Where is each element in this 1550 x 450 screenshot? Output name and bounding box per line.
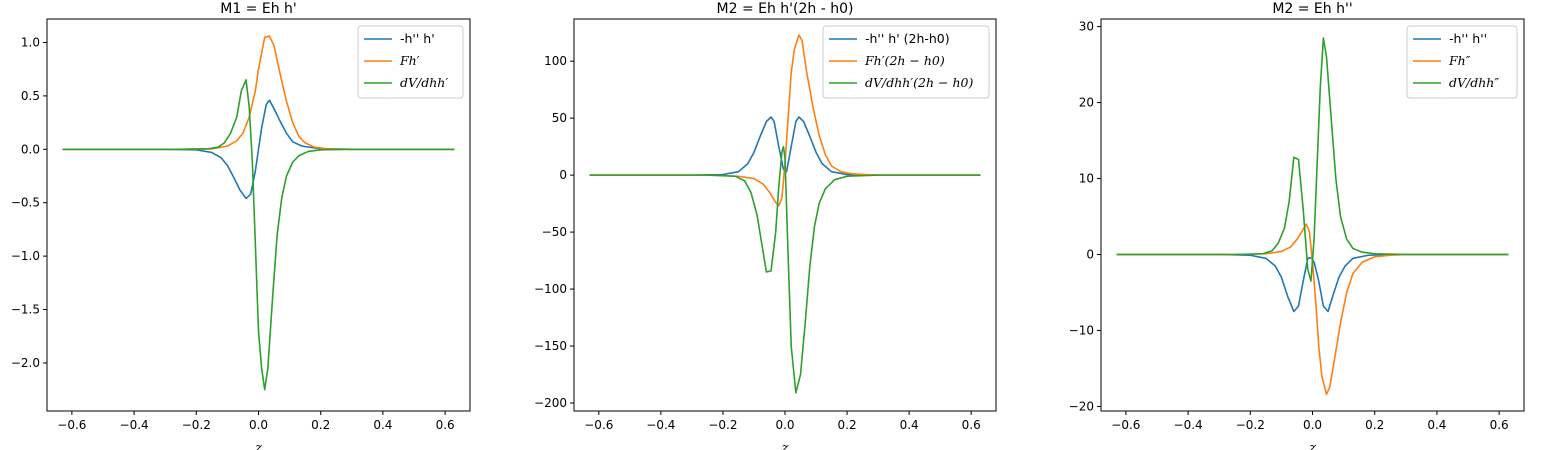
x-tick-label: −0.6: [1111, 418, 1140, 432]
x-tick-label: −0.6: [584, 418, 613, 432]
x-tick-label: 0.6: [436, 418, 455, 432]
series-group: [589, 34, 981, 394]
legend-label: dV/dhh′: [400, 75, 448, 90]
y-tick-label: −100: [534, 282, 567, 296]
x-tick-label: 0.0: [1303, 418, 1322, 432]
series-line-1: [1116, 253, 1509, 313]
series-line-2: [1116, 223, 1509, 396]
subplot-3: M2 = Eh h'' −0.6 −0.4 −0.2 0.0 0.2 0.4 0.6 −20 −1…: [1069, 1, 1525, 450]
y-tick-label: 30: [1079, 20, 1094, 34]
x-tick-label: −0.2: [708, 418, 737, 432]
series-line-2: [589, 34, 981, 207]
y-tick-label: −50: [542, 225, 567, 239]
legend-label: -h'' h' (2h-h0): [865, 31, 950, 46]
legend-box: [357, 25, 464, 99]
x-tick-label: 0.2: [311, 418, 330, 432]
chart-title: M2 = Eh h'': [1272, 1, 1352, 17]
x-tick-label: 0.4: [1427, 418, 1446, 432]
series-line-3: [1116, 37, 1509, 282]
legend-label: -h'' h'': [1449, 31, 1487, 46]
series-group: [1116, 37, 1509, 396]
x-axis-label: z: [254, 441, 262, 450]
x-axis-label: z: [781, 441, 789, 450]
y-tick-label: −200: [534, 396, 567, 410]
y-tick-label: 20: [1079, 96, 1094, 110]
x-axis-label: z: [1308, 441, 1316, 450]
legend: -h'' h' Fh′ dV/dhh′: [357, 25, 464, 99]
series-group: [62, 35, 455, 391]
legend-label: Fh′(2h − h0): [864, 53, 945, 68]
y-tick-label: −20: [1069, 399, 1094, 413]
y-tick-label: −150: [534, 339, 567, 353]
legend-label: dV/dhh″: [1449, 75, 1499, 90]
legend-box: [1406, 25, 1518, 99]
series-line-2: [62, 35, 455, 151]
y-tick-label: 0: [559, 168, 567, 182]
x-tick-label: 0.4: [900, 418, 919, 432]
y-tick-label: 0.0: [21, 142, 40, 156]
x-tick-label: −0.4: [646, 418, 675, 432]
x-tick-label: −0.6: [57, 418, 86, 432]
y-tick-label: 100: [544, 54, 567, 68]
subplot-1: M1 = Eh h' −0.6 −0.4 −0.2 0.0 0.2 0.4 0.6 −2.0 −1…: [11, 1, 471, 450]
series-line-1: [62, 99, 455, 200]
legend-label: -h'' h': [400, 31, 435, 46]
x-tick-label: 0.4: [373, 418, 392, 432]
x-tick-label: 0.2: [1365, 418, 1384, 432]
chart-title: M1 = Eh h': [220, 1, 297, 17]
y-tick-label: −0.5: [11, 196, 40, 210]
x-tick-label: −0.4: [1174, 418, 1203, 432]
y-tick-label: −1.5: [11, 303, 40, 317]
y-tick-label: 0.5: [21, 89, 40, 103]
legend: -h'' h' (2h-h0) Fh′(2h − h0) dV/dhh′(2h − …: [822, 25, 990, 99]
y-tick-label: 0: [1086, 248, 1094, 262]
legend: -h'' h'' Fh″ dV/dhh″: [1406, 25, 1518, 99]
x-tick-label: 0.0: [775, 418, 794, 432]
x-tick-label: 0.6: [1490, 418, 1509, 432]
y-tick-label: 1.0: [21, 35, 40, 49]
y-tick-label: −1.0: [11, 249, 40, 263]
y-tick-label: −10: [1069, 323, 1094, 337]
x-tick-label: −0.4: [120, 418, 149, 432]
series-line-3: [589, 145, 981, 394]
chart-title: M2 = Eh h'(2h - h0): [717, 1, 854, 17]
x-tick-label: −0.2: [1236, 418, 1265, 432]
legend-box: [822, 25, 990, 99]
legend-label: dV/dhh′(2h − h0): [865, 75, 973, 90]
y-tick-label: 10: [1079, 172, 1094, 186]
x-tick-label: 0.6: [962, 418, 981, 432]
legend-label: Fh″: [1448, 53, 1471, 68]
legend-label: Fh′: [399, 53, 420, 68]
subplot-2: M2 = Eh h'(2h - h0) −0.6 −0.4 −0.2 0.0 0.2 0.4…: [534, 1, 997, 450]
x-tick-label: 0.2: [838, 418, 857, 432]
x-tick-label: −0.2: [182, 418, 211, 432]
series-line-3: [62, 79, 455, 391]
x-tick-label: 0.0: [249, 418, 268, 432]
y-tick-label: −2.0: [11, 356, 40, 370]
y-tick-label: 50: [552, 111, 567, 125]
